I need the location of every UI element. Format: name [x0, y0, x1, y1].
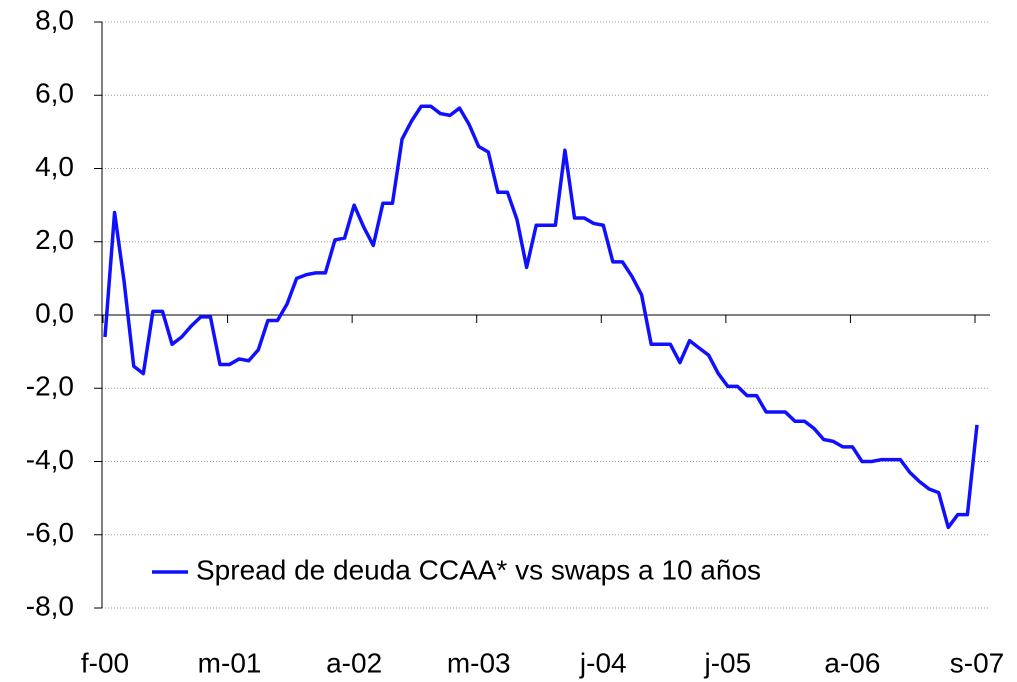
x-tick-label: m-03 — [447, 647, 511, 678]
y-tick-label: 6,0 — [35, 78, 74, 109]
x-tick-label: a-06 — [824, 647, 880, 678]
y-tick-label: 2,0 — [35, 224, 74, 255]
x-tick-label: j-04 — [579, 647, 627, 678]
y-tick-label: -6,0 — [26, 517, 74, 548]
x-tick-label: a-02 — [326, 647, 382, 678]
y-tick-label: -8,0 — [26, 590, 74, 621]
x-tick-label: m-01 — [198, 647, 262, 678]
y-tick-label: -2,0 — [26, 371, 74, 402]
x-tick-label: j-05 — [704, 647, 752, 678]
y-tick-label: 8,0 — [35, 4, 74, 35]
x-tick-label: f-00 — [81, 647, 129, 678]
x-tick-label: s-07 — [950, 647, 1004, 678]
y-tick-label: 4,0 — [35, 151, 74, 182]
data-line — [103, 104, 979, 530]
y-tick-label: -4,0 — [26, 444, 74, 475]
legend-label: Spread de deuda CCAA* vs swaps a 10 años — [196, 554, 761, 585]
y-tick-label: 0,0 — [35, 297, 74, 328]
